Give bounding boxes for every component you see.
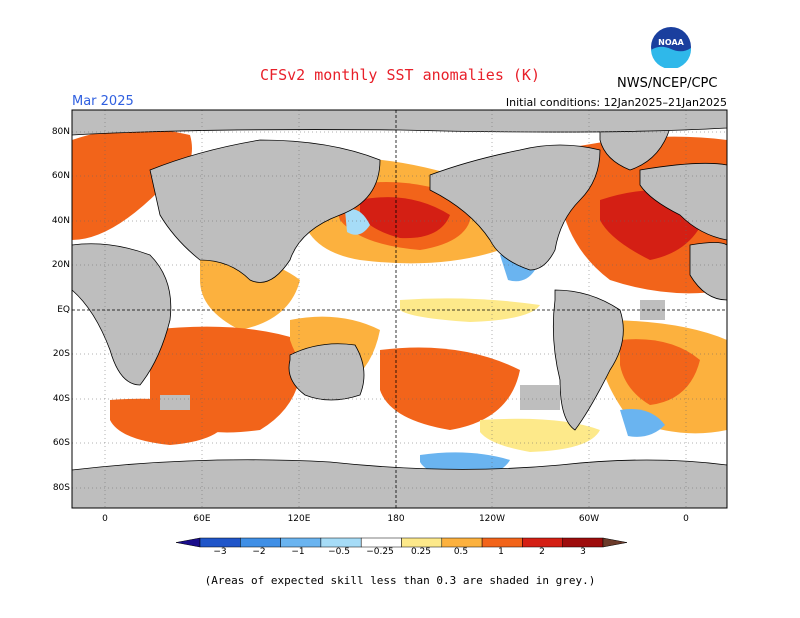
chart-title: CFSv2 monthly SST anomalies (K) [260, 66, 540, 84]
colorbar-swatch [522, 537, 563, 548]
lat-label-60n: 60N [51, 171, 70, 181]
lat-label-20s: 20S [52, 349, 70, 359]
land-europe-west [639, 162, 727, 241]
lon-label-60w: 60W [578, 514, 600, 524]
colorbar-label: 1 [498, 547, 504, 557]
organization-label: NWS/NCEP/CPC [617, 76, 718, 91]
lon-label-60e: 60E [193, 514, 211, 524]
colorbar-label: 3 [580, 547, 586, 557]
colorbar-swatch [280, 537, 322, 548]
colorbar-arrow-high [602, 537, 628, 548]
land-africa [72, 243, 172, 386]
colorbar-label: −3 [213, 547, 227, 557]
lat-label-20n: 20N [51, 260, 70, 270]
low-skill-areas [160, 215, 665, 410]
land-south-america [552, 289, 624, 431]
lat-label-60s: 60S [52, 438, 70, 448]
colorbar-swatch [562, 537, 604, 548]
colorbar-label: −1 [291, 547, 305, 557]
noaa-logo-icon: NOAA [651, 27, 692, 68]
map-frame [71, 109, 728, 509]
colorbar-label: 0.25 [410, 547, 432, 557]
land-eurasia [149, 139, 381, 283]
land-antarctica [72, 459, 727, 508]
colorbar-swatch [401, 537, 443, 548]
land-africa-east [689, 242, 727, 301]
lon-label-180: 180 [387, 514, 405, 524]
colorbar-label: −2 [252, 547, 266, 557]
colorbar-swatch [481, 537, 523, 548]
colorbar-label: −0.25 [366, 547, 394, 557]
colorbar [175, 537, 628, 548]
lat-label-80n: 80N [51, 127, 70, 137]
colorbar-arrow-low [175, 537, 201, 548]
map-field [72, 110, 727, 508]
colorbar-label: 2 [539, 547, 545, 557]
colorbar-swatch [199, 537, 241, 548]
logo-text: NOAA [658, 38, 684, 47]
lon-label-120e: 120E [287, 514, 311, 524]
colorbar-swatch [320, 537, 362, 548]
lon-label-120w: 120W [478, 514, 506, 524]
lon-label-0-east: 0 [683, 514, 689, 524]
land-australia [288, 343, 365, 401]
land-arctic [72, 110, 727, 136]
lat-label-eq: EQ [57, 305, 70, 315]
colorbar-swatch [441, 537, 483, 548]
colorbar-label: 0.5 [453, 547, 469, 557]
lat-label-40n: 40N [51, 216, 70, 226]
colorbar-label: −0.5 [328, 547, 350, 557]
lon-label-0: 0 [102, 514, 108, 524]
lat-label-40s: 40S [52, 394, 70, 404]
skill-note: (Areas of expected skill less than 0.3 a… [204, 574, 596, 587]
lat-label-80s: 80S [52, 483, 70, 493]
colorbar-swatch [240, 537, 281, 548]
colorbar-swatch [360, 537, 402, 548]
forecast-month: Mar 2025 [72, 94, 134, 109]
initial-conditions: Initial conditions: 12Jan2025–21Jan2025 [505, 96, 727, 109]
